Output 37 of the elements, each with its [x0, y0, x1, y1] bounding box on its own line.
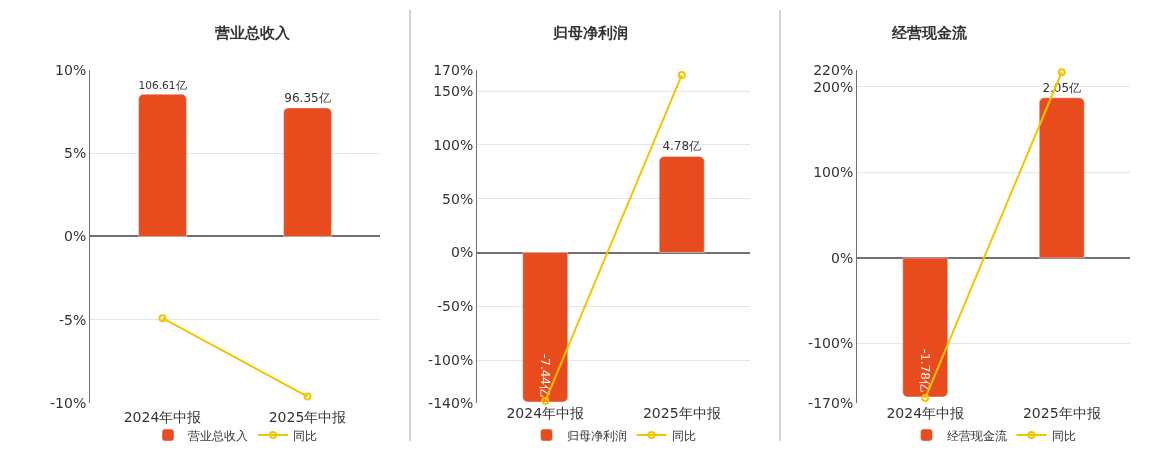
legend-label: 同比	[671, 428, 696, 443]
x-tick-label: 2024年中报	[886, 405, 965, 422]
y-tick-label: -140%	[428, 395, 474, 412]
y-tick-label: 5%	[63, 144, 87, 161]
x-tick-label: 2025年中报	[1022, 405, 1101, 422]
x-tick-label: 2024年中报	[123, 409, 202, 426]
y-tick-label: 0%	[63, 228, 87, 245]
y-tick-label: 0%	[830, 249, 854, 266]
y-tick-label: -5%	[58, 311, 87, 328]
legend-label: 归母净利润	[566, 428, 627, 443]
legend-label: 同比	[293, 428, 317, 443]
x-tick-label: 2025年中报	[268, 409, 347, 426]
y-tick-label: 150%	[433, 83, 474, 100]
y-tick-label: 220%	[813, 61, 854, 78]
chart-title: 经营现金流	[891, 24, 968, 42]
legend-label: 经营现金流	[946, 428, 1007, 443]
y-tick-label: 200%	[813, 78, 854, 95]
y-tick-label: 100%	[433, 136, 474, 153]
chart-title: 归母净利润	[552, 24, 628, 42]
x-tick-label: 2025年中报	[642, 405, 721, 422]
y-tick-label: -170%	[808, 395, 854, 412]
y-tick-label: -100%	[428, 352, 474, 369]
y-tick-label: 0%	[450, 244, 474, 261]
y-tick-label: 50%	[442, 190, 474, 207]
y-tick-label: -100%	[808, 335, 854, 352]
y-tick-label: -10%	[50, 395, 87, 412]
data-label: 96.35亿	[284, 90, 331, 105]
legend-label: 营业总收入	[188, 428, 248, 443]
x-tick-label: 2024年中报	[506, 405, 585, 422]
data-label: 4.78亿	[662, 139, 702, 154]
y-tick-label: 100%	[813, 164, 854, 181]
y-tick-label: 170%	[433, 61, 474, 78]
legend-label: 同比	[1051, 428, 1076, 443]
chart-title: 营业总收入	[214, 24, 291, 42]
data-label: 106.61亿	[138, 78, 187, 92]
y-tick-label: 10%	[55, 61, 87, 78]
y-tick-label: -50%	[437, 298, 474, 315]
